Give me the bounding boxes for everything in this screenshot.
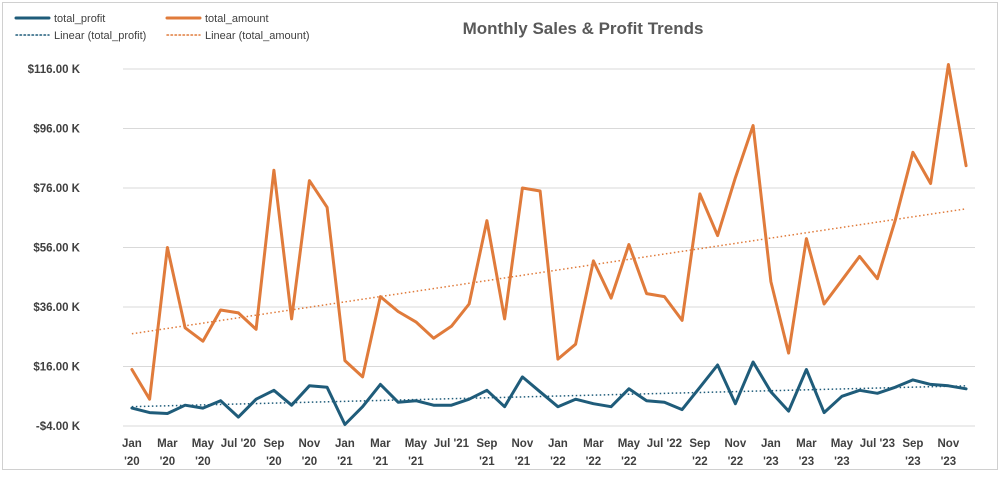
x-tick-label: Mar: [157, 438, 178, 450]
series-lines: [130, 63, 968, 426]
x-tick-label: '20: [266, 456, 282, 468]
x-tick-label: '23: [941, 456, 957, 468]
x-tick-label: Nov: [512, 438, 534, 450]
x-tick-label: May: [405, 438, 428, 450]
x-tick-label: '23: [799, 456, 815, 468]
x-tick-label: '22: [621, 456, 637, 468]
x-tick-label: '22: [550, 456, 566, 468]
x-tick-label: Jul '22: [647, 438, 682, 450]
x-tick-label: Jul '20: [221, 438, 256, 450]
x-tick-label: '22: [586, 456, 602, 468]
x-tick-label: '20: [302, 456, 318, 468]
x-tick-label: Sep: [689, 438, 710, 450]
x-tick-label: '21: [373, 456, 389, 468]
x-tick-label: '21: [479, 456, 495, 468]
x-tick-label: Sep: [263, 438, 284, 450]
series-line-total_profit: [130, 360, 968, 426]
y-tick-label: $56.00 K: [33, 243, 80, 255]
trendline: [131, 385, 967, 408]
x-tick-label: Nov: [299, 438, 321, 450]
x-tick-label: Mar: [583, 438, 604, 450]
x-tick-label: '23: [763, 456, 779, 468]
x-tick-label: '23: [905, 456, 921, 468]
x-tick-label: '21: [337, 456, 353, 468]
y-tick-label: $76.00 K: [33, 183, 80, 195]
x-tick-label: '21: [515, 456, 531, 468]
x-tick-label: Mar: [370, 438, 391, 450]
x-tick-label: Jan: [761, 438, 781, 450]
legend-label: Linear (total_profit): [54, 30, 146, 42]
y-tick-label: $96.00 K: [33, 124, 80, 136]
gridlines: [123, 68, 975, 427]
x-tick-label: Mar: [796, 438, 817, 450]
series-line-total_amount: [130, 63, 968, 401]
x-tick-label: May: [192, 438, 215, 450]
legend-label: total_amount: [205, 13, 269, 25]
x-tick-label: '20: [195, 456, 211, 468]
legend: total_profit total_amount Linear (total_pr…: [14, 13, 310, 42]
chart-frame: [2, 2, 998, 470]
x-tick-label: Jul '21: [434, 438, 470, 450]
y-tick-label: $36.00 K: [33, 302, 80, 314]
x-tick-label: Jan: [335, 438, 355, 450]
legend-label: total_profit: [54, 13, 105, 25]
trendline: [131, 208, 967, 335]
y-axis-ticks: -$4.00 K $16.00 K $36.00 K $56.00 K $76.00 K…: [28, 64, 81, 433]
x-tick-label: Jul '23: [860, 438, 895, 450]
x-tick-label: '22: [728, 456, 744, 468]
y-tick-label: -$4.00 K: [36, 421, 81, 433]
x-tick-label: Jan: [122, 438, 142, 450]
x-tick-label: May: [831, 438, 854, 450]
x-tick-label: '20: [160, 456, 176, 468]
x-tick-label: Nov: [725, 438, 747, 450]
x-tick-label: Jan: [548, 438, 568, 450]
x-tick-label: Sep: [902, 438, 923, 450]
trendlines: [131, 208, 967, 408]
x-tick-label: '21: [408, 456, 424, 468]
x-tick-label: '22: [692, 456, 708, 468]
x-tick-label: Sep: [476, 438, 497, 450]
x-tick-label: Nov: [938, 438, 960, 450]
x-tick-label: '20: [124, 456, 140, 468]
x-axis-ticks: Jan '20 Mar '20 May '20 Jul '20 Sep '20 Nov '20 Jan…: [122, 438, 960, 468]
x-tick-label: May: [618, 438, 641, 450]
x-tick-label: '23: [834, 456, 850, 468]
y-tick-label: $16.00 K: [33, 362, 80, 374]
chart-title: Monthly Sales & Profit Trends: [463, 19, 704, 38]
y-tick-label: $116.00 K: [28, 64, 81, 76]
legend-label: Linear (total_amount): [205, 30, 310, 42]
